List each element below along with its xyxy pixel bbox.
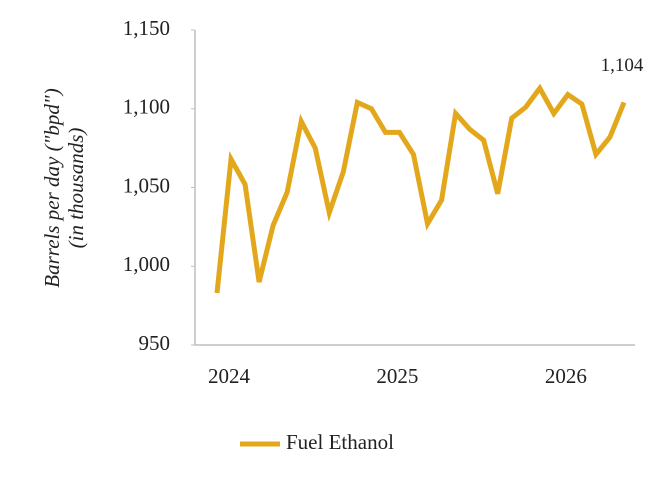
- y-axis-title: Barrels per day ("bpd") (in thousands): [40, 88, 88, 287]
- x-tick-label: 2025: [376, 364, 418, 388]
- x-tick-label: 2026: [545, 364, 587, 388]
- y-axis-title-line: (in thousands): [64, 128, 88, 249]
- y-tick-label: 950: [139, 331, 171, 355]
- y-tick-label: 1,100: [123, 95, 170, 119]
- y-tick-label: 1,000: [123, 252, 170, 276]
- legend-label: Fuel Ethanol: [286, 430, 394, 454]
- y-axis-title-line: Barrels per day ("bpd"): [40, 88, 64, 287]
- data-label: 1,104: [601, 55, 644, 76]
- y-tick-label: 1,150: [123, 16, 170, 40]
- y-tick-label: 1,050: [123, 173, 170, 197]
- x-tick-label: 2024: [208, 364, 251, 388]
- line-series: [214, 83, 627, 294]
